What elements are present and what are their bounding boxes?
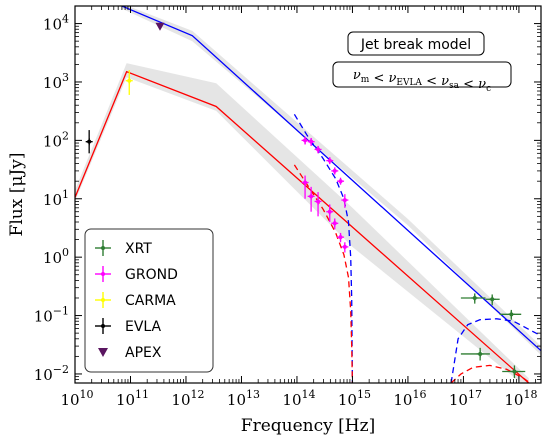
data-point-grond-4 — [307, 137, 315, 147]
condition-sub-0: m — [361, 75, 370, 85]
data-point-grond-13 — [326, 204, 334, 223]
y-axis-label: Flux [μJy] — [7, 153, 27, 237]
condition-sub-4: sa — [449, 81, 460, 91]
condition-sub-6: c — [486, 84, 491, 94]
legend-label-grond: GROND — [125, 267, 178, 283]
model-curve-1 — [75, 70, 530, 383]
data-point-grond-14 — [331, 218, 339, 230]
data-point-carma-1 — [125, 70, 133, 95]
data-point-grond-10 — [301, 175, 309, 199]
x-tick-label-3: 1013 — [227, 388, 260, 409]
x-tick-label-6: 1016 — [393, 388, 426, 409]
x-tick-labels: 1010 1011 1012 1013 1014 1015 1016 1017 1018 — [60, 388, 537, 409]
data-point-xrt-17 — [460, 293, 486, 304]
legend-marker-apex — [98, 348, 108, 357]
data-point-grond-16 — [341, 242, 349, 253]
y-tick-label-2: 100 — [43, 246, 69, 267]
legend-label-apex: APEX — [125, 345, 162, 361]
model-curve-0 — [121, 6, 541, 352]
legend-label-xrt: XRT — [125, 241, 152, 257]
data-point-xrt-20 — [460, 347, 490, 361]
condition-part-5: < — [459, 77, 478, 92]
y-tick-label-4: 102 — [43, 129, 69, 150]
y-tick-label-1: 10−1 — [34, 305, 69, 326]
y-tick-labels: 10−2 10−1 100 101 102 103 104 — [34, 13, 69, 384]
x-tick-label-5: 1015 — [338, 388, 371, 409]
axis-ticks — [74, 5, 541, 384]
plot-frame — [74, 5, 542, 384]
condition-part-0: ν — [353, 68, 361, 83]
condition-part-6: ν — [478, 77, 486, 92]
legend-label-evla: EVLA — [125, 319, 162, 335]
x-tick-label-4: 1014 — [282, 388, 315, 409]
y-tick-label-0: 10−2 — [34, 363, 69, 384]
data-point-grond-6 — [326, 157, 334, 165]
model-curve-5 — [450, 364, 531, 383]
data-point-xrt-18 — [485, 294, 500, 306]
model-title-box — [347, 31, 485, 56]
y-tick-label-5: 103 — [43, 71, 69, 92]
model-annotation: Jet break model νm < νEVLA < νsa < νc — [332, 31, 512, 94]
data-point-grond-15 — [337, 232, 345, 243]
x-tick-label-1: 1011 — [116, 388, 149, 409]
data-point-xrt-21 — [502, 365, 526, 379]
condition-part-1: < — [369, 71, 388, 86]
legend: XRT GROND CARMA EVLA APEX — [84, 228, 214, 373]
data-point-grond-5 — [314, 145, 322, 154]
legend-entry-grond: GROND — [95, 266, 178, 283]
condition-box — [332, 61, 512, 88]
condition-text: νm < νEVLA < νsa < νc — [353, 68, 491, 94]
x-axis-label: Frequency [Hz] — [241, 416, 375, 436]
legend-box — [84, 228, 214, 373]
data-point-xrt-19 — [499, 309, 522, 320]
condition-part-3: < — [422, 74, 441, 89]
data-points — [85, 22, 526, 379]
data-point-grond-12 — [314, 192, 322, 217]
x-tick-label-2: 1012 — [171, 388, 204, 409]
x-tick-label-0: 1010 — [60, 388, 93, 409]
legend-entry-xrt: XRT — [95, 240, 152, 257]
data-point-grond-9 — [341, 194, 349, 208]
x-tick-label-7: 1017 — [449, 388, 482, 409]
y-tick-label-3: 101 — [43, 188, 69, 209]
legend-label-carma: CARMA — [125, 293, 176, 309]
data-point-apex-2 — [155, 22, 165, 31]
y-tick-label-6: 104 — [43, 13, 69, 34]
model-uncertainty-bands — [75, 6, 541, 383]
condition-part-2: ν — [388, 71, 396, 86]
data-point-grond-3 — [301, 136, 309, 145]
legend-entry-evla: EVLA — [95, 318, 162, 335]
condition-part-4: ν — [441, 74, 449, 89]
data-point-grond-7 — [331, 167, 339, 175]
condition-sub-2: EVLA — [396, 78, 422, 88]
legend-entry-apex: APEX — [98, 345, 162, 361]
data-point-grond-11 — [307, 186, 315, 212]
x-tick-label-8: 1018 — [504, 388, 537, 409]
model-curve-4 — [450, 318, 541, 383]
data-point-evla-0 — [85, 130, 93, 154]
model-title: Jet break model — [360, 37, 471, 53]
model-curve-3 — [293, 164, 354, 383]
data-point-grond-8 — [337, 177, 345, 185]
model-band-1 — [75, 63, 529, 383]
legend-entry-carma: CARMA — [95, 292, 176, 309]
